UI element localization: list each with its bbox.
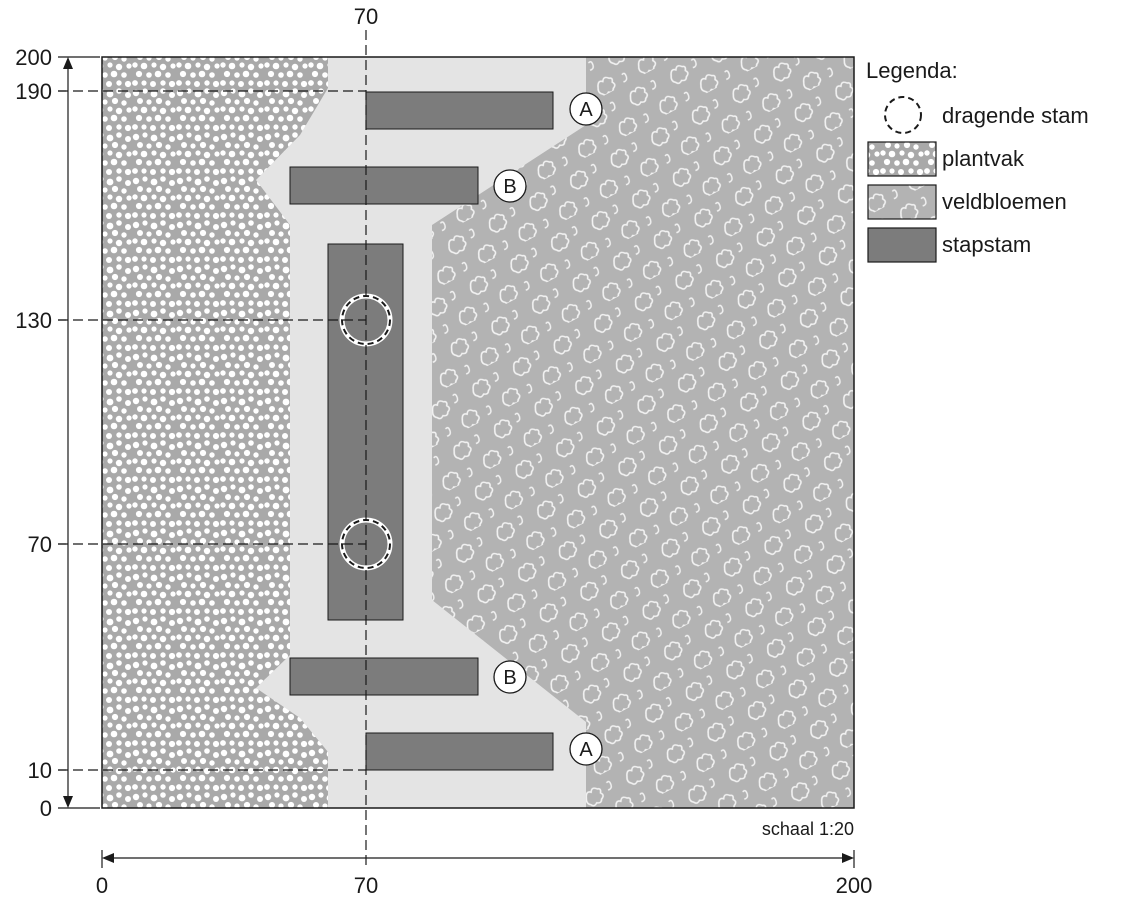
veldbloemen-area bbox=[432, 57, 854, 808]
x-arrow-right bbox=[842, 853, 854, 863]
stem-label-a-bottom: A bbox=[579, 739, 593, 761]
stem-label-b-bottom: B bbox=[503, 667, 516, 689]
stem-labels: A B B A bbox=[493, 92, 603, 766]
x-dimension bbox=[101, 850, 855, 868]
x-arrow-left bbox=[102, 853, 114, 863]
x-tick-0: 0 bbox=[96, 873, 108, 898]
plantvak-area bbox=[102, 57, 328, 808]
stapstam-b-top bbox=[289, 166, 479, 205]
y-arrow-top bbox=[63, 57, 73, 69]
stapstam-swatch-icon bbox=[867, 227, 937, 263]
guide-lines bbox=[58, 30, 367, 868]
stapstam-a-bottom bbox=[365, 732, 554, 771]
y-tick-190: 190 bbox=[15, 79, 52, 104]
legend-label-stapstam: stapstam bbox=[942, 232, 1031, 257]
legend: Legenda: dragende stam plantvak veldbloe… bbox=[866, 58, 1089, 263]
y-arrow-bottom bbox=[63, 796, 73, 808]
stapstam-b-bottom bbox=[289, 657, 479, 696]
y-tick-70: 70 bbox=[28, 532, 52, 557]
x-tick-70: 70 bbox=[354, 873, 378, 898]
legend-title: Legenda: bbox=[866, 58, 958, 83]
dragende-stam-upper-dash bbox=[341, 295, 391, 345]
y-tick-0: 0 bbox=[40, 796, 52, 821]
veldbloemen-swatch-icon bbox=[867, 184, 937, 220]
x-tick-200: 200 bbox=[836, 873, 873, 898]
legend-label-plantvak: plantvak bbox=[942, 146, 1025, 171]
plantvak-swatch-icon bbox=[867, 141, 937, 177]
stem-label-a-top: A bbox=[579, 99, 593, 121]
dashed-circle-icon bbox=[884, 96, 922, 134]
y-tick-130: 130 bbox=[15, 308, 52, 333]
y-dimension bbox=[58, 56, 100, 809]
stapstam-a-top bbox=[365, 91, 554, 130]
legend-label-dragende-stam: dragende stam bbox=[942, 103, 1089, 128]
top-label-70: 70 bbox=[354, 4, 378, 29]
garden-border bbox=[101, 56, 855, 809]
legend-label-veldbloemen: veldbloemen bbox=[942, 189, 1067, 214]
y-tick-200: 200 bbox=[15, 45, 52, 70]
scale-label: schaal 1:20 bbox=[762, 819, 854, 839]
stem-label-b-top: B bbox=[503, 176, 516, 198]
y-tick-10: 10 bbox=[28, 758, 52, 783]
